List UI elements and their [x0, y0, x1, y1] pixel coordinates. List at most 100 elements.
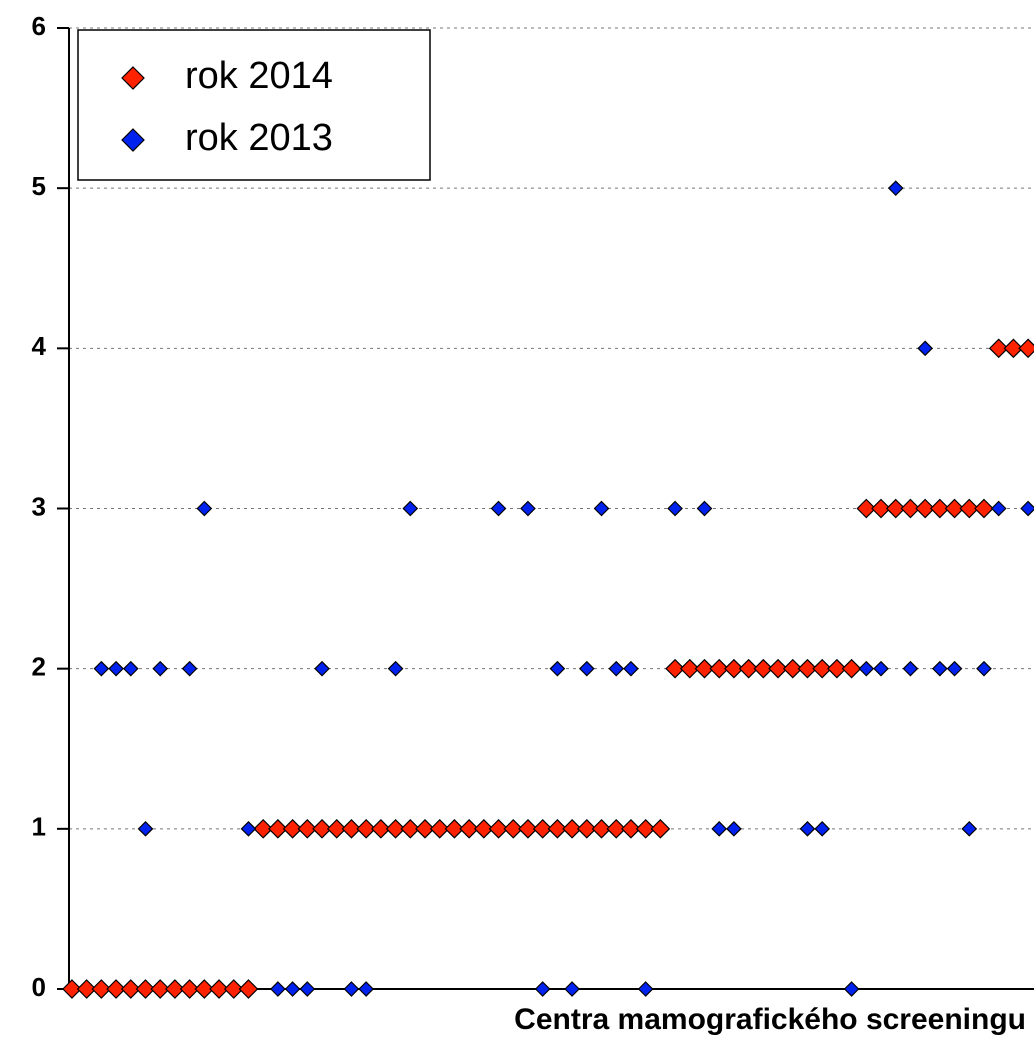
point — [532, 818, 553, 839]
point — [459, 818, 479, 839]
point — [76, 979, 97, 999]
point — [503, 818, 524, 839]
point — [520, 500, 536, 517]
point — [621, 818, 641, 839]
point — [473, 818, 494, 839]
point — [932, 660, 948, 677]
point — [209, 979, 229, 999]
point — [444, 818, 465, 839]
legend-marker — [121, 128, 145, 152]
point — [62, 979, 82, 999]
point — [387, 660, 404, 677]
point — [400, 818, 421, 839]
point — [429, 818, 450, 839]
point — [578, 660, 595, 677]
point — [576, 818, 597, 839]
point — [238, 979, 259, 999]
point — [959, 498, 980, 519]
point — [961, 820, 978, 837]
point — [1020, 500, 1034, 517]
point — [179, 979, 200, 999]
point — [415, 818, 435, 839]
point — [106, 979, 126, 999]
point — [593, 500, 610, 517]
point — [974, 498, 994, 519]
point — [490, 500, 507, 517]
point — [988, 338, 1009, 359]
point — [623, 660, 639, 677]
point — [1018, 338, 1034, 359]
point — [165, 979, 185, 999]
point — [871, 498, 891, 519]
point — [93, 660, 110, 677]
y-tick-label: 2 — [32, 652, 46, 682]
point — [650, 818, 671, 839]
point — [665, 658, 685, 679]
point — [358, 981, 374, 997]
point — [753, 658, 774, 679]
point — [371, 818, 391, 839]
point — [135, 979, 156, 999]
point — [827, 658, 847, 679]
point — [181, 660, 198, 677]
legend-box — [77, 29, 431, 181]
point — [694, 658, 715, 679]
point — [902, 660, 919, 677]
point — [356, 818, 376, 839]
point — [696, 500, 713, 517]
point — [564, 981, 580, 997]
point — [150, 979, 171, 999]
point — [299, 981, 316, 997]
x-axis-label: Centra mamografického screeningu — [514, 1003, 1026, 1036]
point — [314, 660, 330, 677]
point — [591, 818, 612, 839]
point — [1003, 338, 1024, 359]
point — [341, 818, 362, 839]
point — [282, 818, 303, 839]
point — [122, 660, 139, 677]
point — [518, 818, 538, 839]
point — [799, 820, 816, 837]
legend-label: rok 2014 — [185, 55, 333, 97]
y-tick-label: 0 — [32, 972, 46, 1002]
point — [108, 660, 124, 677]
point — [841, 658, 862, 679]
point — [137, 820, 154, 837]
point — [562, 818, 582, 839]
point — [797, 658, 818, 679]
point — [606, 818, 627, 839]
point — [120, 979, 141, 999]
point — [385, 818, 406, 839]
point — [240, 820, 257, 837]
point — [856, 498, 877, 519]
point — [990, 500, 1007, 517]
point — [944, 498, 965, 519]
point — [312, 818, 332, 839]
point — [194, 979, 215, 999]
point — [711, 820, 728, 837]
point — [915, 498, 935, 519]
y-tick-label: 5 — [32, 171, 46, 201]
point — [152, 660, 169, 677]
point — [91, 979, 112, 999]
y-tick-label: 4 — [32, 331, 47, 361]
point — [768, 658, 788, 679]
point — [297, 818, 318, 839]
point — [917, 340, 933, 357]
point — [534, 981, 551, 997]
point — [900, 498, 921, 519]
point — [887, 180, 904, 197]
point — [223, 979, 244, 999]
point — [196, 500, 213, 517]
point — [709, 658, 730, 679]
point — [946, 660, 963, 677]
point — [930, 498, 950, 519]
point — [635, 818, 656, 839]
point — [726, 820, 742, 837]
point — [679, 658, 700, 679]
point — [738, 658, 759, 679]
point — [843, 981, 860, 997]
point — [488, 818, 509, 839]
point — [885, 498, 906, 519]
